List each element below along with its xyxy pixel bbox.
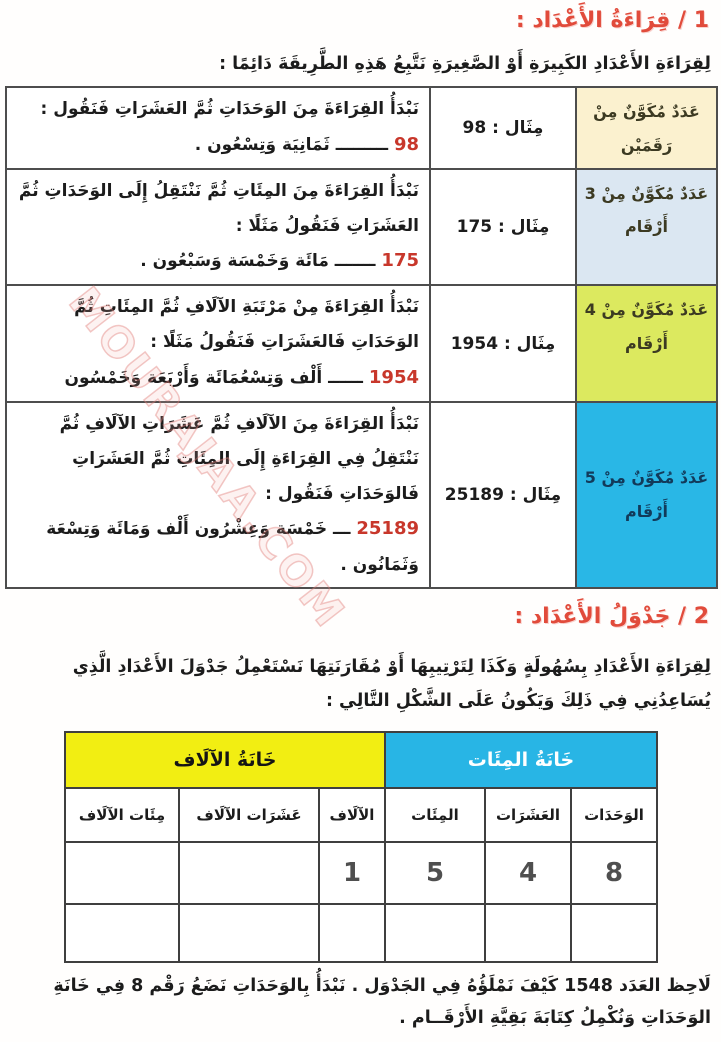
- empty-cell: [570, 903, 658, 963]
- column-header-thousands: الآلَاف: [318, 787, 386, 843]
- column-header-ten-thousands: عَشَرَات الآلَاف: [178, 787, 320, 843]
- reading-text: ـــــــــ ثَمَانِيَة وَتِسْعُون .: [194, 134, 389, 155]
- place-value-table: خَانَةُ المِئَات خَانَةُ الآلَاف الوَحَد…: [64, 731, 658, 963]
- explanation-cell: نَبْدَأُ القِرَاءَةَ مِنَ الآلَافِ ثُمَّ…: [5, 400, 431, 590]
- digit-cell-hundred-thousands: [64, 841, 180, 905]
- explanation-text: نَبْدَأُ القِرَاءَةَ مِنَ الآلَافِ ثُمَّ…: [59, 413, 419, 504]
- example-cell: مِثَال : 175: [429, 167, 577, 287]
- example-cell: مِثَال : 98: [429, 86, 577, 170]
- explanation-text: نَبْدَأُ القِرَاءَةَ مِنَ الوَحَدَاتِ ثُ…: [40, 99, 419, 119]
- empty-cell: [64, 903, 180, 963]
- empty-cell: [484, 903, 572, 963]
- table-row-three-digits: عَدَدٌ مُكَوَّنٌ مِنْ 3 أَرْقَام مِثَال …: [5, 167, 718, 287]
- reading-text: ـــ خَمْسَة وَعِشْرُون أَلْف وَمَائَة وَ…: [46, 519, 419, 576]
- empty-cell: [384, 903, 486, 963]
- reading-text: ــــــ أَلْف وَتِسْعُمَائَة وَأَرْبَعَة …: [64, 368, 363, 388]
- digit-cell-units: 8: [570, 841, 658, 905]
- red-number: 1954: [368, 367, 419, 388]
- empty-cell: [318, 903, 386, 963]
- column-header-units: الوَحَدَات: [570, 787, 658, 843]
- section1-title: 1 / قِرَاءَةُ الأَعْدَاد :: [515, 8, 709, 33]
- digit-cell-tens: 4: [484, 841, 572, 905]
- digit-cell-ten-thousands: [178, 841, 320, 905]
- table-row-four-digits: عَدَدٌ مُكَوَّنٌ مِنْ 4 أَرْقَام مِثَال …: [5, 284, 718, 403]
- red-number: 98: [393, 133, 419, 155]
- digit-cell-thousands: 1: [318, 841, 386, 905]
- value-row: 8 4 5 1: [64, 841, 658, 905]
- explanation-cell: نَبْدَأُ القِرَاءَةَ مِنْ مَرْتَبَةِ الآ…: [5, 284, 431, 403]
- table-row-five-digits: عَدَدٌ مُكَوَّنٌ مِنْ 5 أَرْقَام مِثَال …: [5, 400, 718, 590]
- column-header-row: الوَحَدَات العَشَرَات المِئَات الآلَاف ع…: [64, 787, 658, 843]
- section2-title: 2 / جَدْوَلُ الأَعْدَاد :: [514, 604, 709, 629]
- empty-row: [64, 903, 658, 963]
- example-cell: مِثَال : 25189: [429, 400, 577, 590]
- section2-intro: لِقِرَاءَةِ الأَعْدَادِ بِسُهُولَةٍ وَكَ…: [72, 657, 711, 712]
- category-cell: عَدَدٌ مُكَوَّنٌ مِنْ 3 أَرْقَام: [575, 167, 718, 287]
- digit-cell-hundreds: 5: [384, 841, 486, 905]
- reading-rules-table: عَدَدٌ مُكَوَّنٌ مِنْ رَقَمَيْن مِثَال :…: [5, 86, 718, 590]
- column-header-hundreds: المِئَات: [384, 787, 486, 843]
- footer-note: لَاحِظ العَدَد 1548 كَيْفَ نَمْلَؤُهُ فِ…: [53, 976, 711, 1028]
- category-cell: عَدَدٌ مُكَوَّنٌ مِنْ 4 أَرْقَام: [575, 284, 718, 403]
- group-header-row: خَانَةُ المِئَات خَانَةُ الآلَاف: [64, 731, 658, 789]
- category-cell: عَدَدٌ مُكَوَّنٌ مِنْ رَقَمَيْن: [575, 86, 718, 170]
- reading-text: ـــــــ مَائَة وَخَمْسَة وَسَبْعُون .: [140, 251, 376, 272]
- red-number: 175: [381, 250, 419, 272]
- red-number: 25189: [356, 518, 419, 540]
- explanation-text: نَبْدَأُ القِرَاءَةَ مِنَ المِئَاتِ ثُمَ…: [18, 180, 419, 236]
- category-cell: عَدَدٌ مُكَوَّنٌ مِنْ 5 أَرْقَام: [575, 400, 718, 590]
- hundreds-group-header: خَانَةُ المِئَات: [384, 731, 658, 789]
- explanation-cell: نَبْدَأُ القِرَاءَةَ مِنَ المِئَاتِ ثُمَ…: [5, 167, 431, 287]
- thousands-group-header: خَانَةُ الآلَاف: [64, 731, 386, 789]
- empty-cell: [178, 903, 320, 963]
- column-header-hundred-thousands: مِئَات الآلَاف: [64, 787, 180, 843]
- column-header-tens: العَشَرَات: [484, 787, 572, 843]
- explanation-text: نَبْدَأُ القِرَاءَةَ مِنْ مَرْتَبَةِ الآ…: [74, 297, 419, 353]
- section1-intro: لِقِرَاءَةِ الأَعْدَادِ الكَبِيرَةِ أَوْ…: [219, 54, 711, 74]
- table-row-two-digits: عَدَدٌ مُكَوَّنٌ مِنْ رَقَمَيْن مِثَال :…: [5, 86, 718, 170]
- explanation-cell: نَبْدَأُ القِرَاءَةَ مِنَ الوَحَدَاتِ ثُ…: [5, 86, 431, 170]
- example-cell: مِثَال : 1954: [429, 284, 577, 403]
